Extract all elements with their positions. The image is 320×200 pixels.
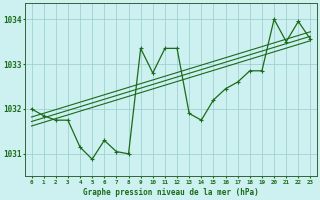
X-axis label: Graphe pression niveau de la mer (hPa): Graphe pression niveau de la mer (hPa) [83, 188, 259, 197]
